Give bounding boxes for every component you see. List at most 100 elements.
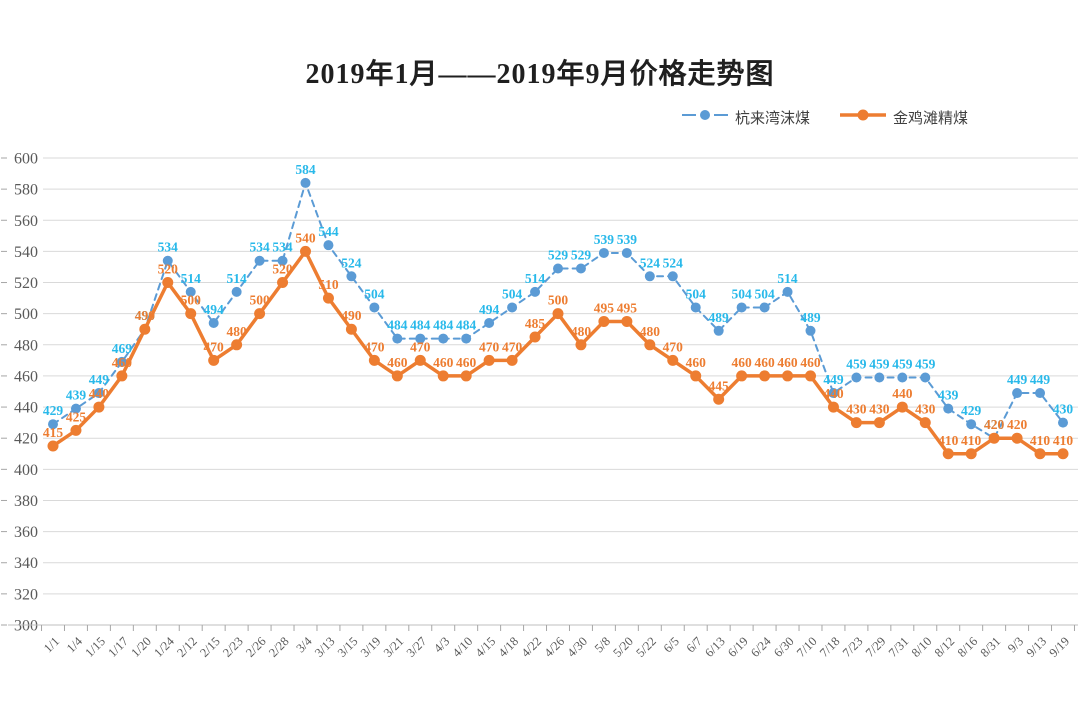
- series-1-data-label: 430: [846, 402, 867, 417]
- series-0-data-label: 439: [938, 388, 959, 403]
- series-0-data-label: 534: [158, 240, 179, 255]
- series-0-data-label: 514: [777, 271, 798, 286]
- series-0-data-label: 484: [387, 318, 408, 333]
- series-0-data-label: 449: [1007, 372, 1028, 387]
- series-0-point: [277, 255, 288, 266]
- series-1-data-label: 495: [594, 300, 615, 315]
- series-0-point: [874, 372, 885, 383]
- series-1-data-label: 460: [777, 355, 798, 370]
- x-tick-label: 6/19: [725, 634, 751, 660]
- series-0-data-label: 459: [892, 356, 913, 371]
- series-1-data-label: 420: [1007, 417, 1028, 432]
- series-0-point: [530, 286, 541, 297]
- series-1-data-label: 460: [387, 355, 408, 370]
- y-tick-label: 520: [14, 275, 38, 292]
- x-tick-label: 9/19: [1046, 634, 1072, 660]
- y-tick-label: 320: [14, 586, 38, 603]
- series-0-data-label: 429: [43, 403, 64, 418]
- series-0-point: [943, 403, 954, 414]
- series-0-point: [346, 271, 357, 282]
- series-1-data-label: 440: [89, 386, 110, 401]
- series-1-point: [47, 440, 59, 452]
- series-0-data-label: 459: [915, 356, 936, 371]
- x-tick-label: 7/10: [794, 634, 820, 660]
- legend-item-series-1[interactable]: 金鸡滩精煤: [839, 107, 968, 128]
- series-0-data-label: 514: [227, 271, 248, 286]
- legend-marker-svg: [681, 110, 728, 120]
- series-0-data-label: 489: [709, 310, 730, 325]
- x-tick-label: 1/20: [128, 634, 154, 660]
- series-0-data-label: 514: [525, 271, 546, 286]
- x-tick-label: 3/13: [312, 634, 338, 660]
- series-0-data-label: 494: [479, 302, 500, 317]
- series-1-point: [529, 331, 541, 343]
- legend-marker-svg: [839, 109, 886, 121]
- x-tick-label: 2/15: [197, 634, 223, 660]
- series-1-point: [116, 370, 128, 382]
- series-1-data-label: 500: [548, 293, 569, 308]
- series-1-point: [93, 401, 105, 413]
- series-1-point: [391, 370, 403, 382]
- x-tick-label: 1/15: [82, 634, 108, 660]
- series-1-point: [919, 417, 931, 429]
- x-tick-label: 2/23: [220, 634, 246, 660]
- series-0-point: [713, 325, 724, 336]
- series-1-data-label: 425: [66, 409, 87, 424]
- x-tick-label: 4/15: [473, 634, 499, 660]
- series-1-data-label: 440: [892, 386, 913, 401]
- x-tick-label: 2/26: [243, 634, 269, 660]
- x-tick-label: 2/28: [266, 634, 292, 660]
- series-0-data-label: 539: [617, 232, 638, 247]
- x-tick-label: 4/22: [519, 634, 545, 660]
- series-1-data-label: 470: [479, 339, 500, 354]
- series-0-data-label: 504: [754, 286, 775, 301]
- series-1-data-label: 445: [709, 378, 730, 393]
- x-tick-label: 7/23: [840, 634, 866, 660]
- series-0-point: [162, 255, 173, 266]
- series-0-data-label: 504: [686, 286, 707, 301]
- y-tick-label: 440: [14, 400, 38, 417]
- y-tick-label: 360: [14, 524, 38, 541]
- y-tick-label: 580: [14, 182, 38, 199]
- series-1-point: [277, 277, 289, 289]
- series-1-point: [873, 417, 885, 429]
- series-1-point: [598, 315, 610, 327]
- x-tick-label: 9/3: [1005, 634, 1026, 655]
- series-1-data-label: 490: [135, 308, 156, 323]
- series-1-point: [575, 339, 587, 351]
- series-0-data-label: 524: [663, 255, 684, 270]
- series-1-point: [1034, 448, 1046, 460]
- series-1-data-label: 510: [318, 277, 339, 292]
- series-1-data-label: 430: [869, 402, 890, 417]
- x-tick-label: 3/4: [293, 634, 315, 656]
- series-1-data-label: 470: [663, 339, 684, 354]
- series-1-point: [208, 354, 220, 366]
- series-1-point: [667, 354, 679, 366]
- series-1-point: [736, 370, 748, 382]
- series-1-data-label: 480: [571, 324, 592, 339]
- series-1-point: [460, 370, 472, 382]
- series-0-data-label: 459: [846, 356, 867, 371]
- series-0-data-label: 504: [732, 286, 753, 301]
- x-tick-label: 3/27: [404, 634, 430, 660]
- x-tick-label: 7/31: [886, 634, 912, 660]
- series-0-point: [644, 271, 655, 282]
- series-0-data-label: 469: [112, 341, 133, 356]
- series-0-data-label: 439: [66, 388, 87, 403]
- y-tick-label: 460: [14, 368, 38, 385]
- series-0-data-label: 494: [204, 302, 225, 317]
- y-tick-label: 500: [14, 306, 38, 323]
- series-1-data-label: 460: [732, 355, 753, 370]
- series-1-data-label: 480: [640, 324, 661, 339]
- series-1-point: [644, 339, 656, 351]
- series-0-point: [621, 247, 632, 258]
- legend-item-series-0[interactable]: 杭来湾沫煤: [681, 107, 810, 128]
- x-tick-label: 2/12: [174, 634, 200, 660]
- series-1-data-label: 500: [181, 293, 202, 308]
- x-tick-label: 8/16: [955, 634, 981, 660]
- series-0-data-label: 449: [89, 372, 110, 387]
- series-1-point: [231, 339, 243, 351]
- series-0-data-label: 430: [1053, 402, 1074, 417]
- x-tick-label: 1/17: [105, 634, 131, 660]
